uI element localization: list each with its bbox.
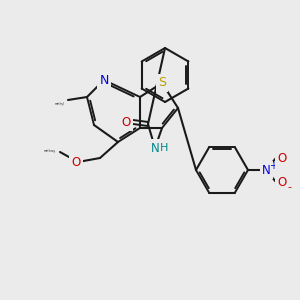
Text: N: N — [151, 142, 159, 154]
Text: H: H — [160, 143, 168, 153]
Text: methyl: methyl — [55, 102, 65, 106]
Text: O: O — [122, 116, 130, 128]
Text: O: O — [278, 152, 286, 164]
Text: N: N — [99, 74, 109, 86]
Text: O: O — [71, 155, 81, 169]
Text: N: N — [262, 164, 270, 176]
Text: -: - — [287, 182, 291, 192]
Text: +: + — [269, 161, 277, 171]
Text: O: O — [278, 176, 286, 190]
Text: methoxy: methoxy — [44, 149, 56, 153]
Text: S: S — [158, 76, 166, 89]
